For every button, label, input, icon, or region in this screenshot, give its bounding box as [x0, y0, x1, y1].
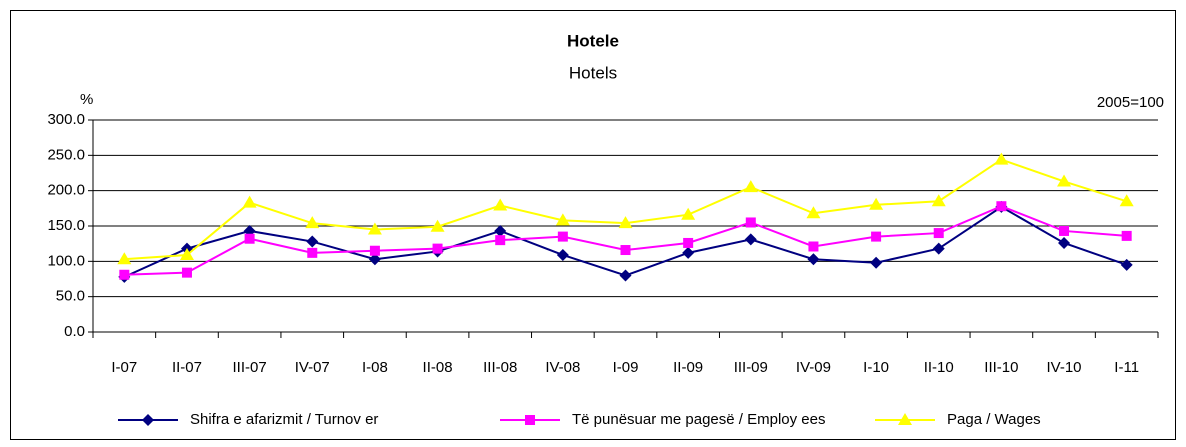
- x-tick-label: I-08: [362, 359, 388, 376]
- x-tick-label: IV-09: [796, 359, 831, 376]
- marker-diamond: [368, 253, 381, 266]
- marker-diamond: [932, 242, 945, 255]
- x-tick-label: I-11: [1114, 359, 1139, 376]
- marker-triangle: [931, 194, 946, 207]
- marker-square: [495, 235, 506, 246]
- y-tick-label: 100.0: [47, 252, 85, 269]
- y-unit-label: %: [80, 91, 93, 108]
- marker-triangle: [994, 152, 1009, 165]
- y-tick-label: 300.0: [47, 111, 85, 128]
- marker-triangle: [367, 222, 382, 235]
- base-note: 2005=100: [1097, 94, 1164, 111]
- marker-square: [181, 267, 192, 278]
- marker-square: [745, 217, 756, 228]
- chart-border: [10, 10, 1176, 440]
- marker-square: [683, 237, 694, 248]
- marker-triangle: [493, 198, 508, 211]
- marker-triangle: [806, 206, 821, 219]
- marker-triangle: [179, 247, 194, 260]
- y-tick-label: 150.0: [47, 217, 85, 234]
- chart-subtitle: Hotels: [569, 63, 617, 82]
- marker-square: [432, 243, 443, 254]
- y-tick-label: 0.0: [64, 323, 85, 340]
- marker-triangle: [1057, 174, 1072, 187]
- x-tick-label: III-09: [734, 359, 768, 376]
- marker-square: [1059, 225, 1070, 236]
- y-tick-label: 250.0: [47, 146, 85, 163]
- marker-square: [525, 415, 535, 425]
- marker-square: [307, 247, 318, 258]
- x-tick-label: III-08: [483, 359, 517, 376]
- marker-diamond: [682, 246, 695, 259]
- x-tick-label: I-09: [613, 359, 639, 376]
- marker-triangle: [555, 213, 570, 226]
- marker-diamond: [744, 233, 757, 246]
- marker-triangle: [242, 195, 257, 208]
- marker-diamond: [870, 256, 883, 269]
- x-tick-label: IV-07: [295, 359, 330, 376]
- x-tick-label: II-09: [673, 359, 703, 376]
- x-tick-label: II-10: [924, 359, 954, 376]
- marker-triangle: [869, 197, 884, 210]
- marker-square: [871, 231, 882, 242]
- x-tick-label: II-08: [423, 359, 453, 376]
- marker-square: [557, 231, 568, 242]
- marker-diamond: [619, 269, 632, 282]
- x-tick-label: II-07: [172, 359, 202, 376]
- y-tick-label: 50.0: [56, 288, 85, 305]
- marker-triangle: [305, 216, 320, 229]
- legend-label: Të punësuar me pagesë / Employ ees: [572, 411, 825, 428]
- marker-diamond: [142, 414, 154, 426]
- chart-title: Hotele: [567, 31, 619, 50]
- marker-diamond: [306, 235, 319, 248]
- marker-square: [933, 228, 944, 239]
- marker-diamond: [1120, 258, 1133, 271]
- x-tick-label: IV-10: [1047, 359, 1082, 376]
- marker-triangle: [898, 413, 912, 425]
- legend-label: Paga / Wages: [947, 411, 1041, 428]
- x-tick-label: I-10: [863, 359, 889, 376]
- x-tick-label: III-07: [233, 359, 267, 376]
- marker-square: [244, 233, 255, 244]
- x-tick-label: IV-08: [545, 359, 580, 376]
- marker-triangle: [743, 180, 758, 193]
- marker-triangle: [681, 207, 696, 220]
- x-tick-label: III-10: [984, 359, 1018, 376]
- marker-square: [996, 201, 1007, 212]
- y-tick-label: 200.0: [47, 182, 85, 199]
- marker-diamond: [556, 248, 569, 261]
- marker-square: [119, 269, 130, 280]
- marker-square: [369, 245, 380, 256]
- marker-triangle: [1119, 194, 1134, 207]
- marker-triangle: [618, 216, 633, 229]
- marker-diamond: [494, 224, 507, 237]
- marker-square: [1121, 230, 1132, 241]
- marker-diamond: [807, 253, 820, 266]
- marker-square: [620, 245, 631, 256]
- marker-triangle: [430, 219, 445, 232]
- marker-diamond: [1058, 236, 1071, 249]
- legend-label: Shifra e afarizmit / Turnov er: [190, 411, 378, 428]
- x-tick-label: I-07: [111, 359, 137, 376]
- marker-triangle: [117, 252, 132, 265]
- marker-square: [808, 241, 819, 252]
